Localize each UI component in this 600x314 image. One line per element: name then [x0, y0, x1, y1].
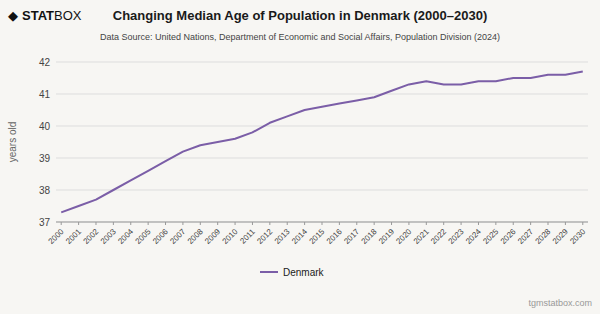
x-tick-label: 2022 [429, 227, 448, 246]
x-tick [530, 222, 531, 225]
x-tick [235, 222, 236, 225]
x-tick-label: 2005 [134, 227, 153, 246]
x-tick [130, 222, 131, 225]
x-tick [165, 222, 166, 225]
x-tick [113, 222, 114, 225]
x-tick [461, 222, 462, 225]
subtitle: Data Source: United Nations, Department … [100, 32, 500, 42]
x-tick [269, 222, 270, 225]
x-tick [182, 222, 183, 225]
x-tick-label: 2028 [533, 227, 552, 246]
x-tick [200, 222, 201, 225]
x-tick-label: 2009 [203, 227, 222, 246]
y-tick-label: 37 [39, 217, 51, 228]
x-tick-label: 2008 [186, 227, 205, 246]
x-tick-label: 2026 [499, 227, 518, 246]
x-tick-label: 2014 [290, 227, 309, 246]
grid-line [56, 94, 588, 95]
x-tick-label: 2020 [394, 227, 413, 246]
grid-line [56, 158, 588, 159]
x-tick-label: 2025 [481, 227, 500, 246]
y-tick-label: 42 [39, 57, 51, 68]
legend-label: Denmark [283, 267, 325, 278]
x-tick [252, 222, 253, 225]
x-tick-label: 2004 [116, 227, 135, 246]
y-tick-label: 40 [39, 121, 51, 132]
x-tick [495, 222, 496, 225]
x-tick [339, 222, 340, 225]
x-tick-label: 2016 [325, 227, 344, 246]
x-tick [217, 222, 218, 225]
x-tick [78, 222, 79, 225]
x-tick [426, 222, 427, 225]
x-tick [548, 222, 549, 225]
x-tick-label: 2029 [551, 227, 570, 246]
x-tick-label: 2002 [81, 227, 100, 246]
y-axis-label: years old [7, 122, 18, 163]
x-tick-label: 2015 [307, 227, 326, 246]
x-tick [287, 222, 288, 225]
x-tick [148, 222, 149, 225]
x-tick-label: 2027 [516, 227, 535, 246]
y-tick-label: 39 [39, 153, 51, 164]
grid-line [56, 62, 588, 63]
chart: Changing Median Age of Population in Den… [0, 0, 600, 314]
x-tick [304, 222, 305, 225]
x-tick-label: 2011 [238, 227, 257, 246]
x-tick [61, 222, 62, 225]
grid-line [56, 126, 588, 127]
title: Changing Median Age of Population in Den… [113, 8, 487, 23]
x-tick [408, 222, 409, 225]
x-tick-label: 2021 [412, 227, 431, 246]
logo: ◆ STATBOX [8, 8, 82, 23]
line [61, 72, 583, 213]
x-tick-label: 2006 [151, 227, 170, 246]
x-tick [565, 222, 566, 225]
x-tick-label: 2001 [64, 227, 83, 246]
x-tick-label: 2003 [99, 227, 118, 246]
x-tick [391, 222, 392, 225]
x-tick-label: 2017 [342, 227, 361, 246]
x-tick-label: 2018 [360, 227, 379, 246]
x-tick [443, 222, 444, 225]
x-tick [513, 222, 514, 225]
x-tick-label: 2007 [168, 227, 187, 246]
x-tick-label: 2000 [47, 227, 66, 246]
y-tick-label: 41 [39, 89, 51, 100]
x-tick-label: 2010 [221, 227, 240, 246]
x-tick [356, 222, 357, 225]
x-tick-label: 2023 [447, 227, 466, 246]
x-tick [374, 222, 375, 225]
logo-part: BOX [54, 8, 82, 23]
x-tick-label: 2012 [255, 227, 274, 246]
x-tick [95, 222, 96, 225]
watermark: tgmstatbox.com [528, 298, 592, 308]
x-tick-label: 2024 [464, 227, 483, 246]
x-tick-label: 2013 [273, 227, 292, 246]
x-tick-label: 2030 [568, 227, 587, 246]
grid-line [56, 190, 588, 191]
x-tick [478, 222, 479, 225]
grid [56, 62, 588, 222]
legend-swatch [260, 271, 278, 273]
x-tick [322, 222, 323, 225]
logo-part: STAT [22, 8, 54, 23]
x-tick-label: 2019 [377, 227, 396, 246]
y-tick-label: 38 [39, 185, 51, 196]
logo-part: ◆ [8, 8, 18, 23]
plot-area [61, 72, 583, 213]
x-tick [582, 222, 583, 225]
legend: Denmark [260, 267, 325, 278]
